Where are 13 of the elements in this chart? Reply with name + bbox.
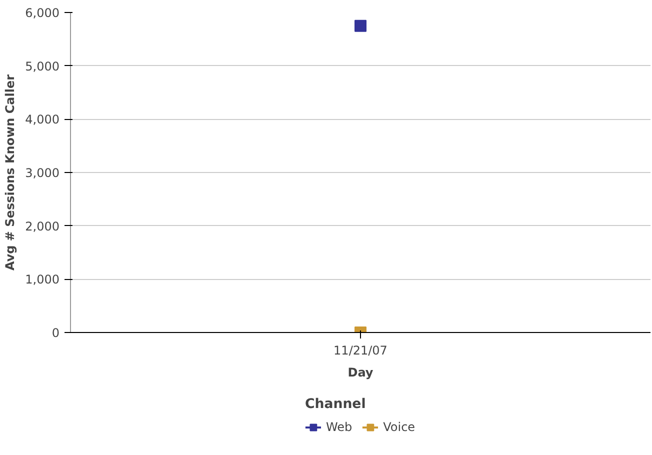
- y-tick-label: 3,000: [25, 166, 60, 180]
- y-tick-label: 5,000: [25, 59, 60, 74]
- y-axis-title: Avg # Sessions Known Caller: [3, 74, 18, 271]
- legend-label: Web: [326, 420, 352, 434]
- y-tick-label: 1,000: [25, 272, 60, 287]
- y-tick-label: 0: [52, 326, 60, 340]
- legend-title: Channel: [304, 397, 367, 412]
- y-tick-label: 6,000: [25, 6, 60, 20]
- x-tick-label: 11/21/07: [334, 344, 388, 358]
- legend-label: Voice: [383, 420, 416, 434]
- y-tick-label: 4,000: [25, 112, 60, 127]
- x-axis-title: Day: [348, 366, 374, 380]
- y-tick-label: 2,000: [25, 219, 60, 234]
